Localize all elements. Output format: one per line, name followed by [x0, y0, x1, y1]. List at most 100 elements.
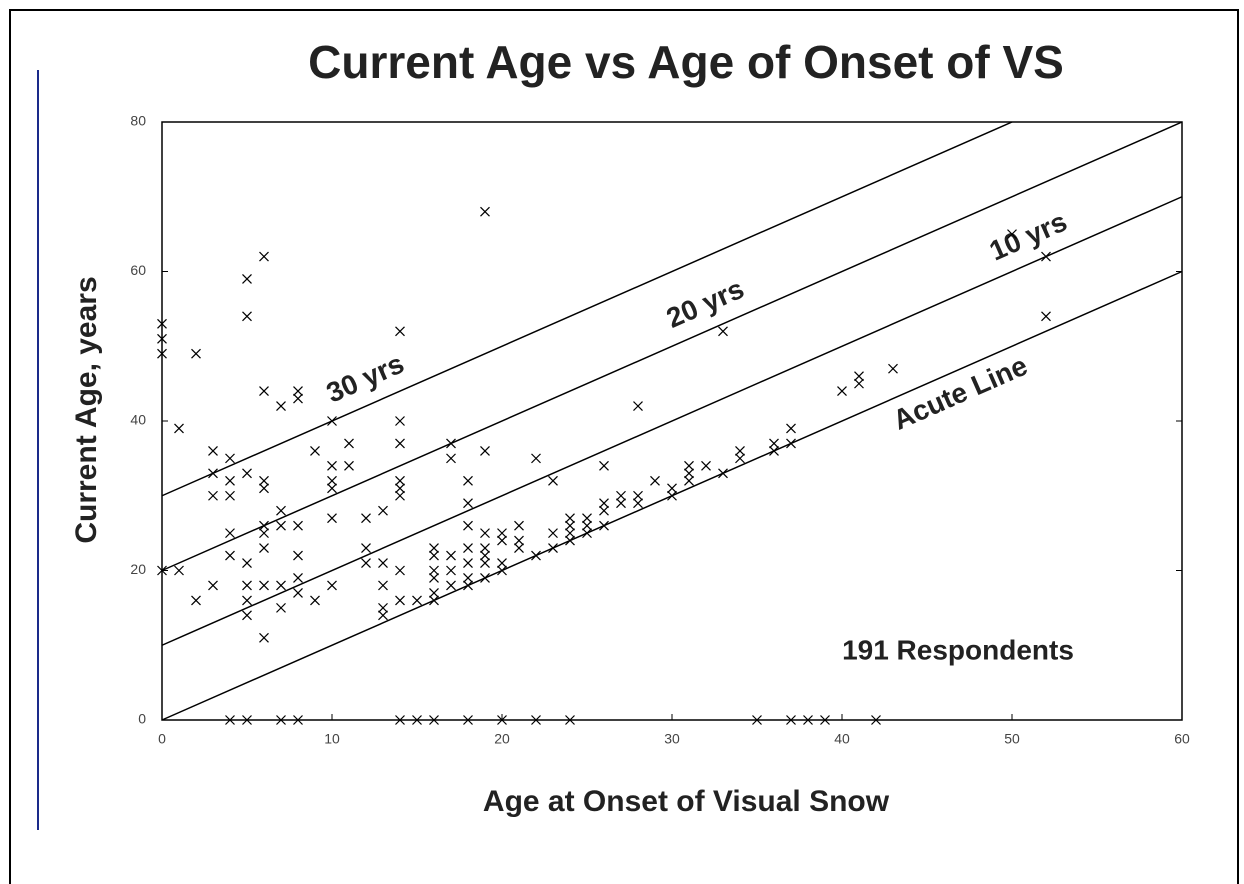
point [565, 535, 575, 546]
point-stroke [429, 715, 439, 725]
reference-line [161, 121, 1013, 497]
point-stroke [327, 513, 337, 524]
point [310, 445, 320, 456]
point [378, 580, 388, 591]
point-stroke [769, 445, 779, 456]
point [276, 520, 286, 531]
point [276, 505, 286, 516]
point-stroke [429, 595, 439, 606]
point [446, 438, 456, 449]
point-stroke [293, 550, 303, 561]
point [514, 535, 524, 546]
point-stroke [225, 453, 235, 464]
x-tick-label: 20 [494, 731, 510, 747]
point [293, 573, 303, 583]
reference-line [161, 196, 1183, 646]
point-stroke [259, 475, 269, 486]
point [327, 460, 337, 471]
point-stroke [837, 386, 847, 397]
point-stroke [582, 528, 592, 539]
x-axis-label: Age at Onset of Visual Snow [483, 785, 890, 818]
point [429, 595, 439, 606]
point-stroke [361, 558, 371, 568]
point-stroke [293, 573, 303, 583]
point-stroke [735, 453, 745, 464]
point-stroke [888, 363, 898, 374]
x-tick-label: 60 [1174, 731, 1190, 747]
point-stroke [565, 528, 575, 539]
point-stroke [276, 602, 286, 613]
point [225, 528, 235, 539]
point-stroke [531, 715, 541, 725]
point-stroke [599, 460, 609, 471]
point [395, 715, 405, 725]
y-tick-label: 60 [130, 262, 146, 278]
point-stroke [463, 580, 473, 591]
point-stroke [259, 528, 269, 539]
point-stroke [854, 378, 864, 389]
point-stroke [463, 498, 473, 509]
point [735, 445, 745, 456]
point [259, 520, 269, 531]
point [293, 550, 303, 561]
point-stroke [769, 438, 779, 449]
frame [9, 9, 1239, 884]
point-stroke [157, 565, 167, 576]
point [191, 348, 201, 359]
y-tick-label: 80 [130, 113, 146, 129]
point-stroke [463, 520, 473, 531]
point [157, 318, 167, 329]
point-stroke [514, 543, 524, 553]
x-tick-label: 40 [834, 731, 850, 747]
point [531, 453, 541, 464]
point-stroke [820, 715, 830, 725]
point [480, 558, 490, 568]
point [225, 490, 235, 501]
point-stroke [191, 595, 201, 606]
point [684, 460, 694, 471]
point-stroke [429, 588, 439, 598]
point [174, 423, 184, 434]
point-stroke [276, 580, 286, 591]
point [497, 565, 507, 576]
point [616, 490, 626, 501]
point [395, 475, 405, 486]
point [276, 580, 286, 591]
reference-line [161, 121, 1183, 572]
point-stroke [310, 445, 320, 456]
point-stroke [565, 520, 575, 531]
point-stroke [684, 460, 694, 471]
point-stroke [565, 535, 575, 546]
point-stroke [480, 573, 490, 583]
point-stroke [650, 475, 660, 486]
point-stroke [242, 274, 252, 284]
point-stroke [565, 513, 575, 524]
point [429, 543, 439, 553]
point-stroke [786, 715, 796, 725]
point-stroke [548, 528, 558, 539]
point-stroke [395, 565, 405, 576]
point [582, 513, 592, 524]
point [361, 543, 371, 553]
point-stroke [378, 558, 388, 568]
point-stroke [225, 550, 235, 561]
point-stroke [395, 595, 405, 606]
point [599, 498, 609, 509]
point-stroke [480, 528, 490, 539]
point [293, 588, 303, 598]
point [276, 401, 286, 411]
point [293, 520, 303, 531]
point [378, 558, 388, 568]
point-stroke [327, 483, 337, 494]
point [412, 595, 422, 606]
point [497, 528, 507, 539]
point-stroke [633, 498, 643, 509]
point [548, 475, 558, 486]
point [429, 573, 439, 583]
point-stroke [378, 602, 388, 613]
point-stroke [752, 715, 762, 725]
point [497, 535, 507, 546]
point [327, 513, 337, 524]
point-stroke [191, 348, 201, 359]
